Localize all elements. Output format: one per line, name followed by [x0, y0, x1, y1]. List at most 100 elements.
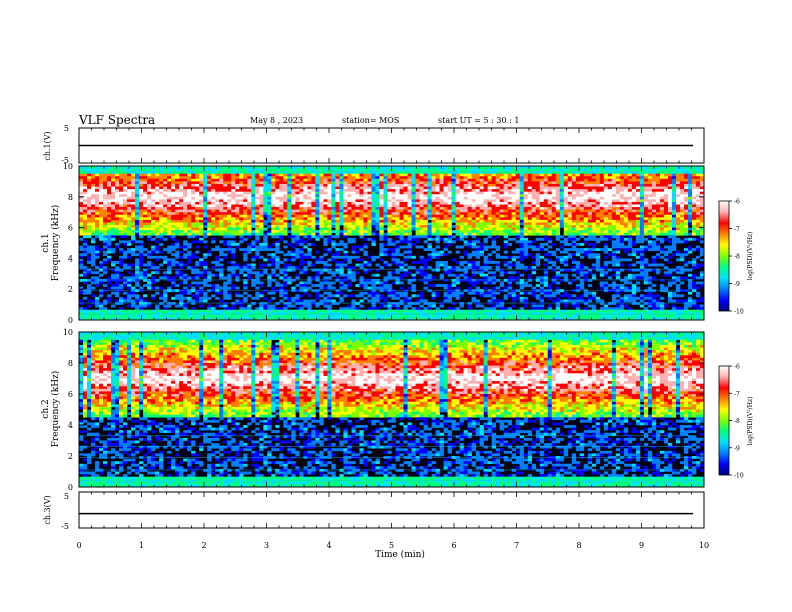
spectrogram-cell	[139, 189, 144, 192]
spectrogram-cell	[395, 194, 400, 198]
spectrogram-cell	[79, 286, 84, 290]
spectrogram-cell	[159, 219, 164, 223]
spectrogram-cell	[475, 173, 480, 177]
spectrogram-cell	[331, 204, 336, 208]
spectrogram-cell	[143, 278, 148, 282]
spectrogram-cell	[159, 212, 164, 216]
spectrogram-cell	[263, 189, 268, 192]
spectrogram-cell	[323, 166, 328, 169]
spectrogram-cell	[79, 207, 84, 210]
spectrogram-cell	[115, 278, 120, 282]
spectrogram-cell	[187, 296, 192, 300]
spectrogram-cell	[175, 296, 180, 300]
spectrogram-cell	[495, 304, 500, 308]
spectrogram-cell	[131, 222, 136, 226]
spectrogram-cell	[99, 194, 104, 198]
spectrogram-cell	[315, 171, 320, 174]
spectrogram-cell	[467, 212, 472, 216]
spectrogram-cell	[395, 317, 400, 321]
spectrogram-cell	[343, 222, 348, 226]
spectrogram-cell	[503, 225, 508, 228]
spectrogram-cell	[319, 294, 324, 298]
spectrogram-cell	[83, 217, 88, 221]
spectrogram-cell	[79, 302, 84, 305]
spectrogram-cell	[295, 201, 300, 205]
spectrogram-cell	[331, 271, 336, 275]
spectrogram-cell	[331, 201, 336, 205]
spectrogram-cell	[387, 217, 392, 221]
spectrogram-cell	[347, 186, 352, 190]
spectrogram-cell	[195, 199, 200, 203]
spectrogram-cell	[435, 240, 440, 244]
spectrogram-cell	[471, 173, 476, 177]
spectrogram-cell	[387, 214, 392, 218]
spectrogram-cell	[403, 212, 408, 216]
spectrogram-cell	[391, 207, 396, 210]
spectrogram-cell	[319, 258, 324, 262]
spectrogram-cell	[295, 314, 300, 318]
spectrogram-cell	[151, 212, 156, 216]
spectrogram-cell	[251, 194, 256, 198]
spectrogram-cell	[295, 166, 300, 169]
figure-title: VLF Spectra	[78, 113, 155, 127]
spectrogram-cell	[211, 191, 216, 195]
spectrogram-cell	[259, 189, 264, 192]
spectrogram-cell	[359, 183, 364, 187]
spectrogram-cell	[223, 201, 228, 205]
spectrogram-cell	[87, 209, 92, 213]
spectrogram-cell	[259, 302, 264, 305]
spectrogram-cell	[259, 219, 264, 223]
spectrogram-cell	[227, 286, 232, 290]
spectrogram-cell	[179, 304, 184, 308]
spectrogram-cell	[291, 309, 296, 313]
spectrogram-cell	[259, 266, 264, 269]
spectrogram-cell	[183, 217, 188, 221]
spectrogram-cell	[451, 186, 456, 190]
spectrogram-cell	[351, 181, 356, 185]
spectrogram-cell	[131, 286, 136, 290]
spectrogram-cell	[471, 196, 476, 200]
spectrogram-cell	[79, 248, 84, 251]
spectrogram-cell	[403, 263, 408, 267]
spectrogram-cell	[179, 207, 184, 210]
spectrogram-cell	[95, 186, 100, 190]
spectrogram-cell	[403, 273, 408, 277]
spectrogram-cell	[455, 201, 460, 205]
spectrogram-cell	[111, 276, 116, 280]
spectrogram-cell	[335, 266, 340, 269]
spectrogram-cell	[119, 222, 124, 226]
spectrogram-cell	[95, 199, 100, 203]
spectrogram-cell	[215, 227, 220, 231]
spectrogram-cell	[383, 189, 388, 192]
spectrogram-cell	[203, 166, 208, 169]
spectrogram-cell	[331, 255, 336, 259]
spectrogram-cell	[327, 204, 332, 208]
spectrogram-cell	[407, 309, 412, 313]
spectrogram-cell	[339, 181, 344, 185]
spectrogram-cell	[423, 276, 428, 280]
spectrogram-cell	[243, 214, 248, 218]
spectrogram-cell	[335, 294, 340, 298]
spectrogram-cell	[99, 207, 104, 210]
spectrogram-cell	[423, 186, 428, 190]
spectrogram-cell	[327, 232, 332, 236]
spectrogram-cell	[347, 214, 352, 218]
spectrogram-cell	[423, 204, 428, 208]
spectrogram-cell	[387, 209, 392, 213]
spectrogram-cell	[239, 171, 244, 174]
spectrogram-cell	[435, 207, 440, 210]
spectrogram-cell	[95, 209, 100, 213]
spectrogram-cell	[271, 260, 276, 264]
spectrogram-cell	[219, 248, 224, 251]
spectrogram-cell	[311, 176, 316, 180]
spectrogram-cell	[383, 191, 388, 195]
spectrogram-cell	[203, 178, 208, 182]
spectrogram-cell	[363, 201, 368, 205]
spectrogram-cell	[387, 240, 392, 244]
spectrogram-cell	[215, 176, 220, 180]
spectrogram-cell	[231, 260, 236, 264]
spectrogram-cell	[151, 317, 156, 321]
spectrogram-cell	[275, 240, 280, 244]
spectrogram-cell	[91, 176, 96, 180]
spectrogram-cell	[263, 314, 268, 318]
